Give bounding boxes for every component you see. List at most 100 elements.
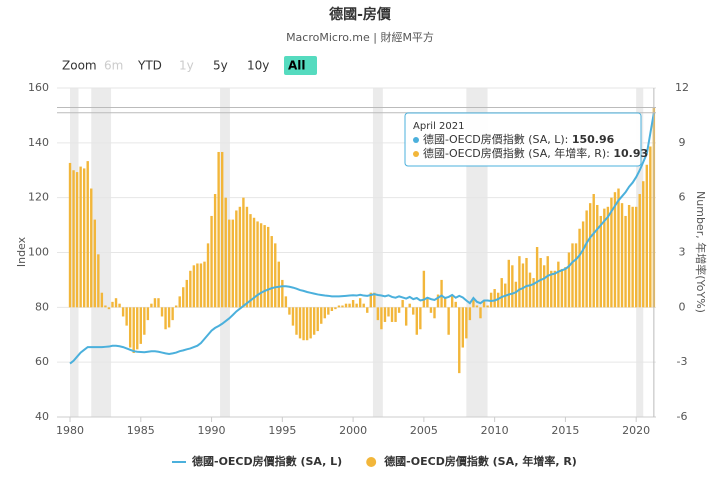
bar — [454, 301, 457, 308]
zoom-button[interactable]: 6m — [104, 59, 123, 73]
x-tick-label: 1985 — [127, 424, 155, 437]
bar — [429, 307, 433, 313]
bar — [649, 146, 652, 308]
y-tick-label: 60 — [35, 355, 49, 368]
bar — [571, 243, 574, 308]
y2-tick-label: 6 — [679, 191, 686, 204]
bar — [532, 278, 535, 308]
zoom-button-bg — [284, 56, 317, 75]
bar — [160, 307, 164, 317]
bar — [426, 298, 429, 308]
bar — [185, 279, 188, 308]
bar — [422, 270, 426, 308]
bar — [419, 307, 422, 330]
bar — [82, 168, 86, 308]
tooltip-bullet — [413, 137, 419, 143]
bar — [174, 305, 178, 308]
bar — [86, 161, 89, 308]
chart-title: 德國-房價 — [329, 6, 392, 23]
bar — [242, 197, 245, 308]
bar — [146, 307, 150, 321]
zoom-button[interactable]: YTD — [137, 59, 162, 73]
y-tick-label: 160 — [28, 81, 49, 94]
bar — [376, 307, 380, 321]
bar — [465, 307, 468, 339]
bar — [557, 261, 560, 308]
bar — [213, 194, 217, 308]
bar — [121, 307, 125, 317]
bar — [68, 162, 72, 308]
y2-tick-label: 0 — [679, 300, 686, 313]
bar — [337, 305, 341, 308]
bar — [358, 298, 362, 308]
zoom-button[interactable]: 1y — [179, 59, 194, 73]
bar — [539, 257, 542, 308]
bar — [217, 151, 220, 308]
bar — [366, 307, 369, 313]
bar — [564, 267, 567, 308]
bar — [408, 303, 411, 308]
bar — [645, 164, 648, 308]
bar — [493, 289, 496, 308]
bar — [479, 307, 482, 319]
bar — [203, 261, 206, 308]
bar — [171, 307, 174, 321]
x-tick-label: 2005 — [410, 424, 438, 437]
y-tick-label: 140 — [28, 136, 49, 149]
zoom-button[interactable]: 10y — [247, 59, 269, 73]
y-tick-label: 80 — [35, 300, 49, 313]
plot-area: 40 60 80 100 120 140 160 -6 -3 0 3 6 9 12 1980 1985 1990… — [28, 81, 689, 437]
bar — [238, 206, 242, 308]
zoom-label: Zoom — [62, 59, 97, 73]
tooltip-label: 德國-OECD房價指數 (SA, L): — [423, 132, 572, 146]
zoom-button[interactable]: 5y — [213, 59, 228, 73]
tooltip-title: April 2021 — [413, 121, 464, 132]
bar — [369, 292, 372, 308]
bar — [97, 254, 100, 308]
bar — [196, 263, 199, 308]
bar — [100, 292, 104, 308]
bar — [638, 194, 641, 308]
tooltip-row: 德國-OECD房價指數 (SA, L): 150.96 — [423, 132, 615, 146]
line — [69, 112, 655, 365]
bar — [182, 287, 185, 308]
bar — [189, 270, 192, 308]
bar — [642, 181, 645, 308]
bar — [581, 221, 585, 308]
y2-tick-label: 12 — [675, 81, 689, 94]
bar — [599, 215, 602, 308]
bar — [302, 307, 305, 341]
bar — [334, 307, 337, 310]
y2-tick-label: -6 — [677, 410, 688, 423]
bar — [274, 243, 277, 308]
bar — [397, 307, 401, 313]
bar — [104, 305, 107, 308]
zoom-button[interactable]: All — [288, 59, 306, 73]
bar — [362, 303, 365, 308]
bar — [592, 194, 595, 308]
bar — [535, 247, 539, 308]
bar — [288, 307, 291, 315]
bar — [390, 307, 394, 322]
y-tick-label: 100 — [28, 246, 49, 259]
bar — [291, 307, 295, 326]
bar — [266, 226, 270, 308]
bar — [259, 223, 263, 308]
bar — [312, 307, 316, 335]
bar — [348, 303, 351, 308]
bar — [440, 279, 443, 308]
bar — [136, 307, 139, 350]
x-tick-label: 2000 — [339, 424, 367, 437]
bar — [72, 170, 75, 308]
tooltip-label: 德國-OECD房價指數 (SA, 年增率, R): — [423, 146, 613, 160]
x-tick-label: 2010 — [481, 424, 509, 437]
bar — [210, 215, 213, 308]
bar — [277, 261, 280, 308]
bar — [114, 298, 118, 308]
bar — [380, 307, 383, 330]
legend-swatch — [366, 457, 377, 467]
bar — [472, 300, 475, 308]
bar — [128, 307, 132, 348]
tooltip-bullet — [413, 151, 419, 157]
